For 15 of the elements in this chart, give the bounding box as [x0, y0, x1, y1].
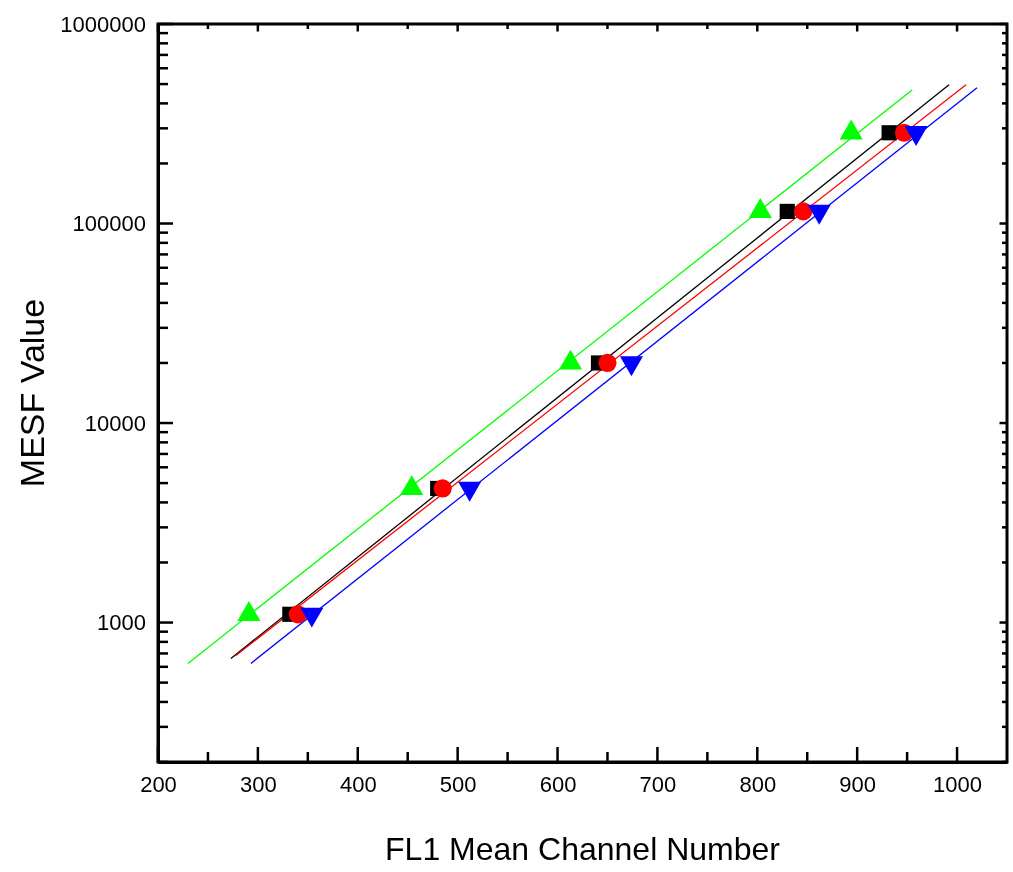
y-axis-title: MESF Value [13, 298, 51, 488]
y-tick-label: 1000 [97, 610, 146, 636]
x-tick-label: 200 [140, 771, 177, 797]
x-tick-label: 700 [639, 771, 677, 797]
x-tick-label: 800 [739, 771, 777, 797]
x-tick-label: 1000 [933, 771, 983, 797]
y-tick-label: 10000 [84, 410, 146, 436]
x-tick-label: 600 [539, 771, 577, 797]
x-tick-label: 500 [439, 771, 477, 797]
x-tick-label: 400 [339, 771, 377, 797]
x-tick-label: 300 [240, 771, 277, 797]
x-tick-label: 900 [839, 771, 877, 797]
y-tick-label: 1000000 [60, 11, 146, 37]
x-axis-title: FL1 Mean Channel Number [385, 831, 781, 867]
y-tick-label: 100000 [72, 211, 146, 237]
